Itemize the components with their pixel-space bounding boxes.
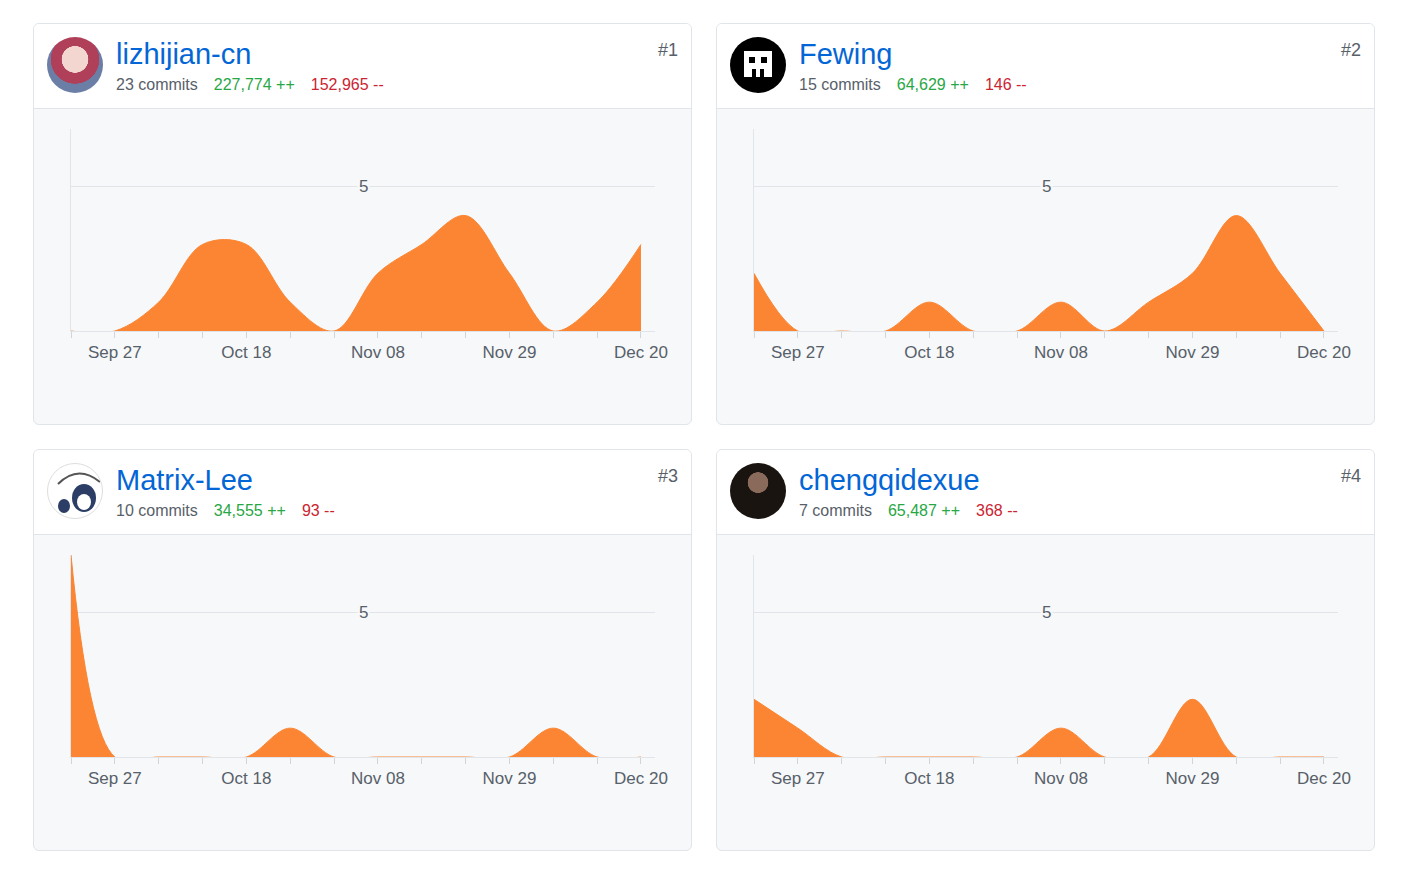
svg-text:Sep 27: Sep 27 <box>88 343 142 362</box>
html-text:65,487 ++: 65,487 ++ <box>887 502 960 519</box>
svg-text:Oct 18: Oct 18 <box>904 769 954 788</box>
svg-text:Nov 08: Nov 08 <box>351 343 405 362</box>
svg-text:Dec 20: Dec 20 <box>1297 343 1351 362</box>
svg-text:Oct 18: Oct 18 <box>221 343 271 362</box>
html-text:368 --: 368 -- <box>976 502 1018 519</box>
html-text:7 commits: 7 commits <box>799 502 872 519</box>
html-text:Fewing: Fewing <box>799 38 893 70</box>
html-text:15 commits: 15 commits <box>799 76 881 93</box>
html-text:146 --: 146 -- <box>984 76 1027 93</box>
svg-text:Nov 29: Nov 29 <box>483 769 537 788</box>
html-text:10 commits: 10 commits <box>116 502 198 519</box>
html-text:93 --: 93 -- <box>301 502 335 519</box>
svg-text:5: 5 <box>1042 603 1051 622</box>
svg-text:Dec 20: Dec 20 <box>1297 769 1351 788</box>
html-text:64,629 ++: 64,629 ++ <box>896 76 969 93</box>
html-text:23 commits: 23 commits <box>116 76 198 93</box>
svg-text:Nov 08: Nov 08 <box>351 769 405 788</box>
html-text:#4: #4 <box>1341 466 1361 486</box>
svg-text:Sep 27: Sep 27 <box>771 343 825 362</box>
html-text:152,965 --: 152,965 -- <box>310 76 384 93</box>
html-text:chengqidexue: chengqidexue <box>799 464 980 496</box>
html-text:#3: #3 <box>658 466 678 486</box>
svg-text:5: 5 <box>359 177 368 196</box>
html-text:#2: #2 <box>1341 40 1361 60</box>
svg-text:Sep 27: Sep 27 <box>771 769 825 788</box>
svg-text:Dec 20: Dec 20 <box>614 343 668 362</box>
svg-text:Nov 29: Nov 29 <box>483 343 537 362</box>
svg-text:Oct 18: Oct 18 <box>221 769 271 788</box>
svg-text:5: 5 <box>1042 177 1051 196</box>
svg-text:Nov 08: Nov 08 <box>1034 769 1088 788</box>
html-text:34,555 ++: 34,555 ++ <box>213 502 286 519</box>
html-text:227,774 ++: 227,774 ++ <box>213 76 295 93</box>
svg-text:Oct 18: Oct 18 <box>904 343 954 362</box>
svg-text:Sep 27: Sep 27 <box>88 769 142 788</box>
html-text:lizhijian-cn: lizhijian-cn <box>116 38 252 70</box>
html-text:Matrix-Lee: Matrix-Lee <box>116 464 253 496</box>
svg-text:Nov 29: Nov 29 <box>1166 769 1220 788</box>
svg-text:Nov 08: Nov 08 <box>1034 343 1088 362</box>
svg-text:Dec 20: Dec 20 <box>614 769 668 788</box>
svg-text:5: 5 <box>359 603 368 622</box>
html-text:#1: #1 <box>658 40 678 60</box>
svg-text:Nov 29: Nov 29 <box>1166 343 1220 362</box>
